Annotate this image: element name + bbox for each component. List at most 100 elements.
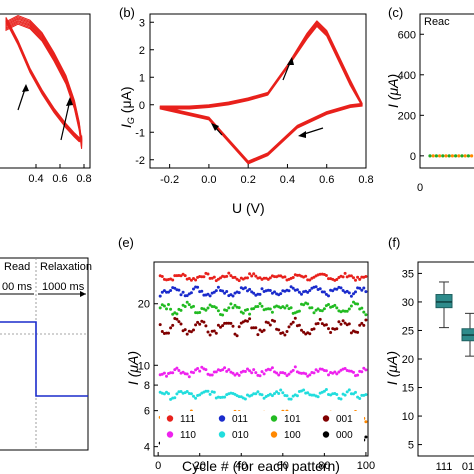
panel-e-point-010: [194, 396, 198, 400]
panel-e-point-101: [233, 303, 237, 307]
panel-e-point-011: [206, 292, 210, 296]
panel-e-point-011: [169, 289, 173, 292]
panel-e-frame: [153, 261, 369, 457]
panel-e-point-001: [308, 332, 312, 336]
panel-e-point-001: [192, 328, 195, 332]
panel-e-point-001: [235, 334, 239, 338]
panel-e-point-101: [327, 303, 330, 306]
panel-e-point-111: [327, 277, 330, 281]
panel-b-arrowhead-down: [211, 123, 219, 131]
panel-e-point-001: [347, 322, 351, 326]
panel-e-point-111: [192, 277, 195, 280]
panel-e-yticks: 4 6 8 10 20: [138, 299, 158, 454]
panel-e-point-011: [196, 285, 200, 289]
panel-e-xtick-label: 60: [277, 460, 289, 472]
panel-e-point-010: [256, 390, 260, 394]
panel-e-point-001: [291, 320, 295, 324]
panel-e-point-001: [233, 332, 237, 336]
panel-e-point-110: [364, 368, 368, 372]
panel-e-legend-label-010: 010: [232, 430, 249, 441]
panel-c-point: [431, 154, 435, 158]
panel-e-point-010: [204, 389, 208, 393]
panel-e-point-011: [364, 290, 368, 294]
panel-e-point-111: [246, 276, 249, 280]
panel-e-point-110: [308, 373, 312, 377]
panel-e-point-010: [343, 393, 347, 397]
panel-e-point-110: [246, 367, 249, 371]
panel-c-xtick: 0: [417, 182, 423, 194]
panel-e-point-011: [181, 290, 185, 294]
panel-e-point-110: [254, 371, 258, 375]
panel-e-point-110: [250, 371, 254, 375]
panel-e-point-110: [171, 371, 175, 375]
panel-e-point-101: [246, 308, 249, 311]
panel-e-point-101: [162, 304, 166, 308]
panel-e-point-111: [352, 276, 355, 280]
panel-e-point-101: [248, 312, 252, 316]
panel-label-e: (e): [118, 235, 134, 250]
panel-b-curve: [159, 20, 363, 162]
panel-b-ytick-label: 3: [139, 17, 145, 29]
panel-c-point: [441, 154, 445, 158]
panel-e-point-101: [175, 312, 179, 316]
panel-f-ytick-label: 25: [402, 325, 414, 337]
panel-e-point-001: [177, 320, 181, 324]
panel-e-point-111: [324, 274, 328, 277]
panel-e-point-101: [345, 309, 349, 313]
panel-a-arrowhead-up: [22, 84, 29, 92]
panel-c-ytick-label: 400: [398, 70, 416, 82]
panel-e-point-011: [335, 287, 339, 291]
panel-e-point-011: [345, 289, 349, 293]
panel-e-point-011: [231, 294, 235, 298]
panel-e-point-001: [300, 328, 303, 332]
panel-e-point-001: [320, 322, 324, 326]
panel-e-point-011: [347, 291, 351, 295]
panel-e-point-001: [327, 327, 330, 331]
panel-e-point-011: [360, 288, 364, 292]
panel-e-legend-label-101: 101: [284, 414, 301, 425]
panel-e-point-010: [173, 396, 177, 400]
panel-e-point-111: [219, 276, 222, 280]
panel-e-point-001: [256, 333, 260, 337]
panel-e-point-111: [248, 272, 252, 276]
panel-e-point-001: [273, 319, 276, 323]
panel-e-point-001: [262, 328, 266, 332]
panel-e-point-011: [306, 290, 310, 294]
panel-e-point-011: [354, 290, 357, 294]
panel-e-point-001: [169, 326, 173, 330]
panel-e-point-110: [362, 366, 366, 370]
panel-e-point-001: [179, 322, 183, 326]
panel-e-point-001: [204, 324, 208, 328]
panel-e-point-110: [275, 371, 279, 375]
panel-e-point-110: [198, 369, 202, 373]
panel-b-curve: [159, 23, 363, 164]
panel-e-ytick-label: 6: [144, 406, 150, 418]
panel-e-point-111: [160, 275, 164, 278]
panel-c-point: [454, 154, 458, 158]
panel-f-boxes: [435, 281, 474, 357]
panel-e-point-110: [165, 374, 168, 378]
panel-e-point-011: [225, 290, 229, 293]
panel-e-point-110: [327, 373, 330, 377]
panel-e-point-011: [246, 289, 249, 293]
panel-e-point-101: [231, 306, 235, 310]
panel-b-yticks: -2 -1 0 1 2 3: [135, 17, 154, 167]
panel-e-point-101: [270, 310, 274, 314]
panel-e-point-010: [175, 392, 179, 396]
panel-e-point-111: [304, 274, 308, 278]
panel-e-point-001: [335, 327, 339, 331]
panel-e-point-110: [233, 373, 237, 377]
panel-d-span-arrowhead: [80, 291, 86, 297]
panel-e-point-011: [167, 290, 170, 294]
panel-e-point-011: [216, 285, 220, 289]
panel-c-annotation: Reac: [424, 16, 450, 28]
panel-e-point-011: [339, 286, 343, 290]
panel-c-ytick-label: 600: [398, 29, 416, 41]
panel-e-point-010: [310, 393, 314, 397]
panel-e-point-111: [225, 274, 229, 278]
panel-e-point-111: [237, 279, 241, 283]
panel-e-legend-label-001: 001: [336, 414, 353, 425]
panel-e-point-111: [187, 277, 191, 280]
panel-e-point-111: [356, 275, 360, 279]
panel-e-point-111: [364, 275, 368, 278]
